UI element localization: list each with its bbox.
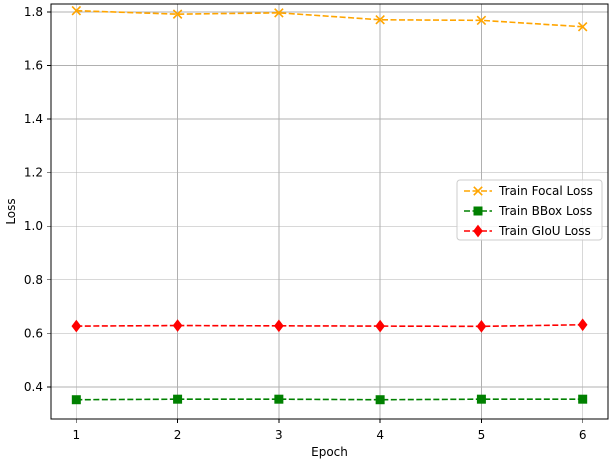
legend-marker-focal-loss xyxy=(473,186,483,196)
series-line-train-giou-loss xyxy=(76,323,583,328)
y-tick-label-4: 1.0 xyxy=(24,219,43,233)
series-layer xyxy=(71,5,588,405)
legend-item-bbox-loss: Train BBox Loss xyxy=(464,204,592,218)
point-train-focal-loss-epoch-2 xyxy=(172,9,183,19)
series-train-giou-loss xyxy=(71,318,588,333)
legend-box xyxy=(456,179,603,241)
point-train-bbox-loss-epoch-2 xyxy=(173,394,183,404)
y-tick-label-3: 0.8 xyxy=(24,273,43,287)
x-axis-label: Epoch xyxy=(311,445,348,459)
x-tick-label-6: 6 xyxy=(579,428,587,442)
chart-legend: Train Focal Loss Train BBox Loss Train G… xyxy=(456,179,603,241)
x-tick-label-2: 2 xyxy=(174,428,182,442)
point-train-bbox-loss-epoch-4 xyxy=(375,395,385,405)
point-train-focal-loss-epoch-4 xyxy=(375,15,385,25)
legend-label-giou-loss: Train GIoU Loss xyxy=(498,224,591,238)
legend-item-giou-loss: Train GIoU Loss xyxy=(464,224,591,238)
series-train-focal-loss xyxy=(71,5,588,32)
point-train-giou-loss-epoch-3 xyxy=(274,319,284,333)
legend-label-bbox-loss: Train BBox Loss xyxy=(498,204,592,218)
point-train-giou-loss-epoch-2 xyxy=(172,319,183,332)
legend-item-focal-loss: Train Focal Loss xyxy=(464,184,593,198)
point-train-focal-loss-epoch-1 xyxy=(71,5,82,16)
point-train-giou-loss-epoch-4 xyxy=(375,319,385,333)
point-train-bbox-loss-epoch-6 xyxy=(578,394,588,404)
y-tick-label-5: 1.2 xyxy=(24,166,43,180)
y-tick-label-8: 1.8 xyxy=(24,5,43,19)
point-train-focal-loss-epoch-3 xyxy=(274,8,284,18)
legend-marker-giou-loss xyxy=(473,224,483,238)
y-tick-label-1: 0.4 xyxy=(24,380,43,394)
point-train-bbox-loss-epoch-5 xyxy=(476,394,486,404)
x-tick-label-3: 3 xyxy=(275,428,283,442)
tick-layer: 1 2 3 4 5 6 0.4 0.6 0.8 1.0 1.2 1.4 1.6 1.8 xyxy=(24,5,587,442)
y-tick-label-2: 0.6 xyxy=(24,326,43,340)
y-axis-label: Loss xyxy=(4,198,18,224)
legend-label-focal-loss: Train Focal Loss xyxy=(498,184,593,198)
series-line-train-bbox-loss xyxy=(76,398,583,401)
point-train-bbox-loss-epoch-1 xyxy=(71,395,81,405)
plot-frame xyxy=(50,3,609,420)
point-train-giou-loss-epoch-1 xyxy=(71,319,82,333)
series-line-train-focal-loss xyxy=(76,9,583,28)
series-train-bbox-loss xyxy=(71,394,588,405)
y-tick-label-6: 1.4 xyxy=(24,112,43,126)
point-train-focal-loss-epoch-6 xyxy=(577,21,588,32)
point-train-bbox-loss-epoch-3 xyxy=(274,394,284,404)
y-tick-label-7: 1.6 xyxy=(24,59,43,73)
x-tick-label-4: 4 xyxy=(376,428,384,442)
x-tick-label-1: 1 xyxy=(72,428,80,442)
legend-marker-bbox-loss xyxy=(473,206,483,216)
point-train-focal-loss-epoch-5 xyxy=(476,15,487,26)
x-tick-label-5: 5 xyxy=(478,428,486,442)
point-train-giou-loss-epoch-5 xyxy=(476,320,487,333)
point-train-giou-loss-epoch-6 xyxy=(577,318,588,332)
